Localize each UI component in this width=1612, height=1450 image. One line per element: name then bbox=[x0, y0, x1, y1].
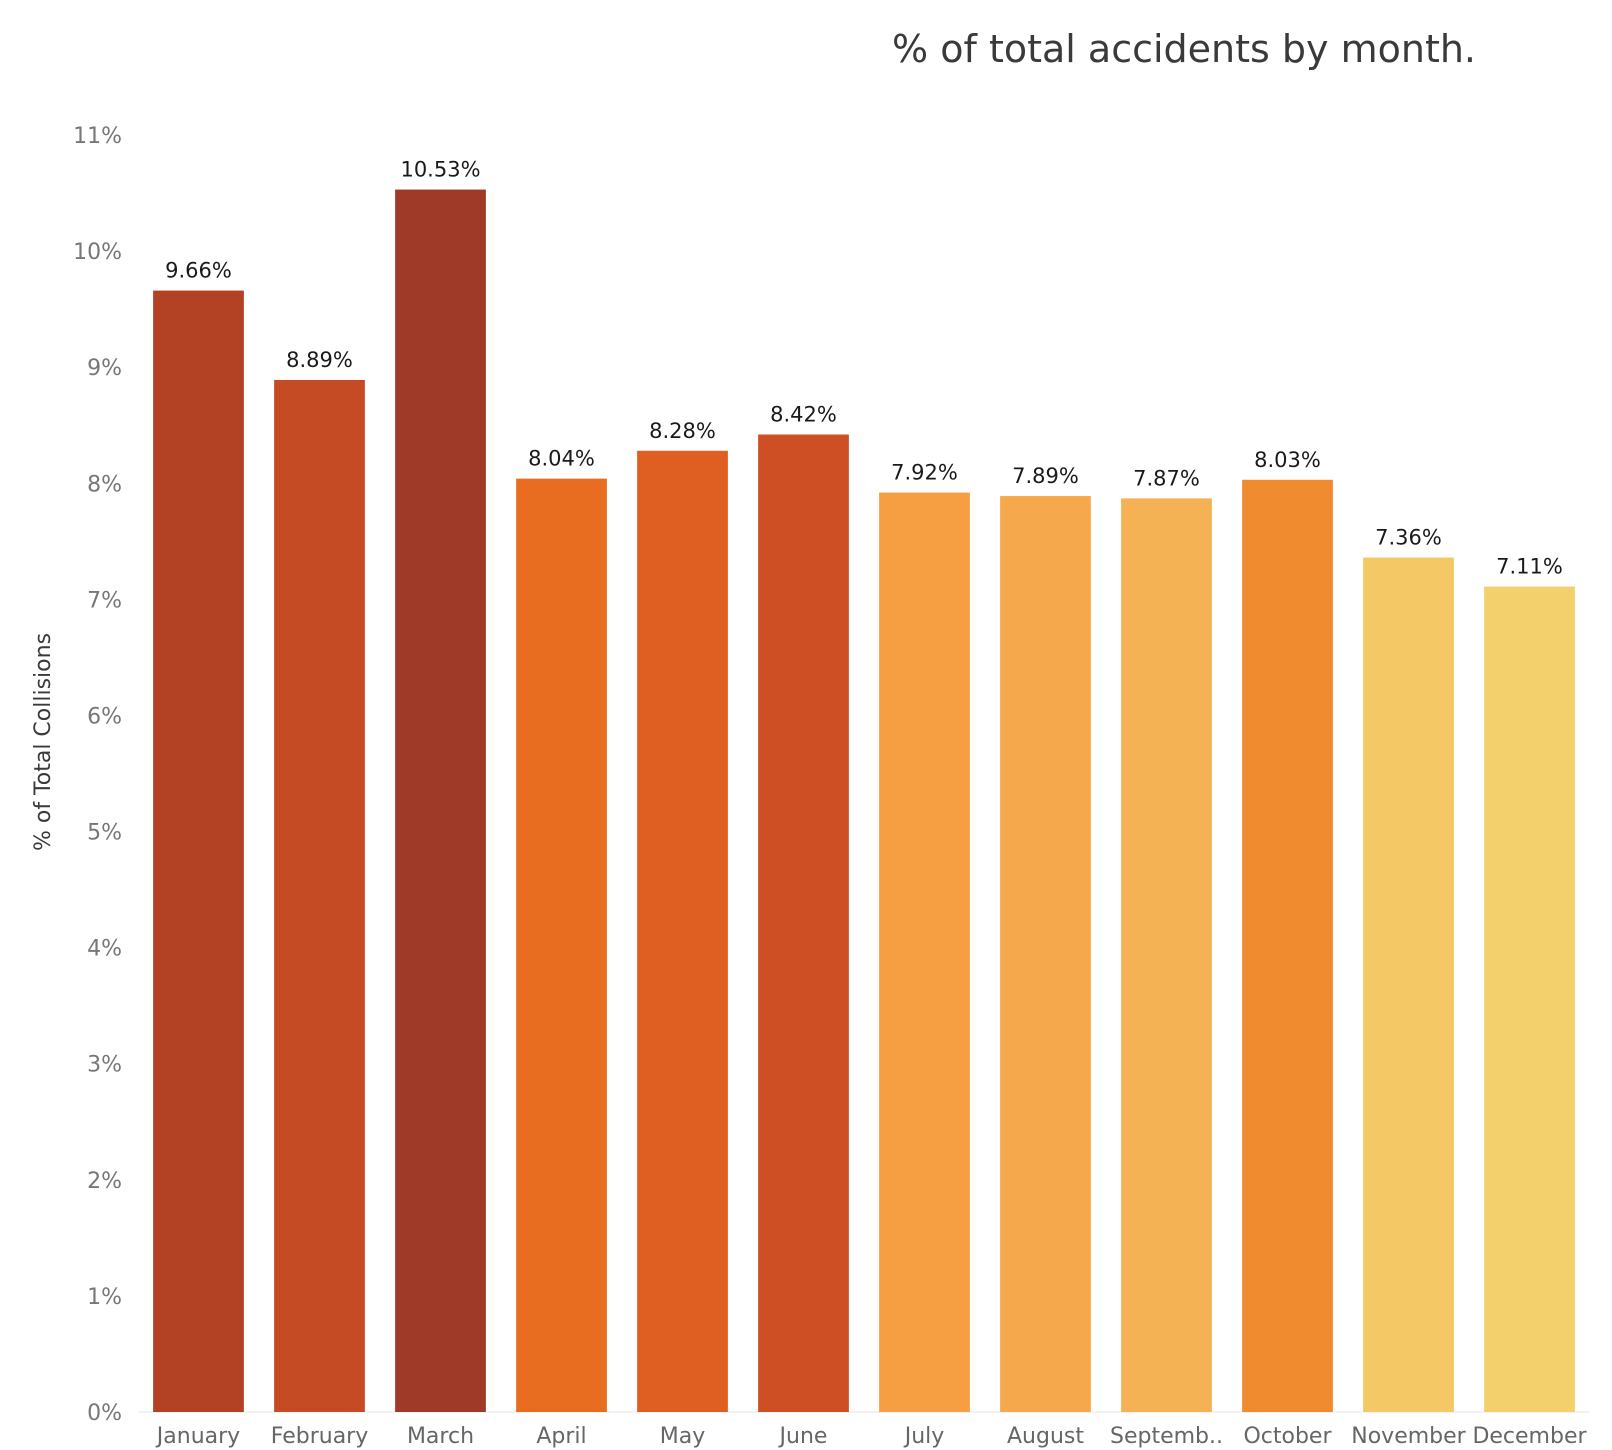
x-tick-label: November bbox=[1351, 1424, 1466, 1449]
x-tick-label: July bbox=[903, 1424, 945, 1449]
x-tick-label: October bbox=[1243, 1424, 1332, 1449]
bar-5 bbox=[758, 434, 849, 1413]
data-label: 7.92% bbox=[891, 461, 958, 485]
y-tick-label: 9% bbox=[87, 356, 122, 381]
x-tick-label: August bbox=[1007, 1424, 1084, 1449]
bars-group bbox=[153, 189, 1575, 1413]
data-label: 8.42% bbox=[770, 403, 837, 427]
bar-9 bbox=[1242, 479, 1333, 1412]
bar-3 bbox=[516, 478, 607, 1412]
bar-10 bbox=[1363, 557, 1454, 1412]
x-tick-label: Septemb.. bbox=[1110, 1424, 1223, 1449]
bar-7 bbox=[1000, 496, 1091, 1412]
data-label: 8.89% bbox=[286, 348, 353, 372]
data-label: 8.28% bbox=[649, 419, 716, 443]
y-tick-label: 4% bbox=[87, 937, 122, 962]
y-axis-label: % of Total Collisions bbox=[31, 633, 56, 851]
x-tick-label: February bbox=[271, 1424, 369, 1449]
data-label: 10.53% bbox=[400, 158, 480, 182]
x-tick-label: May bbox=[660, 1424, 705, 1449]
data-label: 8.04% bbox=[528, 447, 595, 471]
x-tick-label: March bbox=[407, 1424, 474, 1449]
bar-2 bbox=[395, 189, 486, 1412]
bar-0 bbox=[153, 290, 244, 1413]
y-axis-ticks: 0% 1% 2% 3% 4% 5% 6% 7% 8% 9% 10% 11% bbox=[73, 124, 122, 1426]
y-tick-label: 2% bbox=[87, 1169, 122, 1194]
data-label: 7.87% bbox=[1133, 466, 1200, 490]
bar-11 bbox=[1484, 586, 1575, 1412]
y-tick-label: 7% bbox=[87, 588, 122, 613]
data-label: 7.89% bbox=[1012, 464, 1079, 488]
y-tick-label: 6% bbox=[87, 704, 122, 729]
x-axis-ticks: January February March April May June July Augu… bbox=[155, 1424, 1588, 1449]
bar-6 bbox=[879, 492, 970, 1412]
bar-4 bbox=[637, 450, 728, 1412]
chart-title: % of total accidents by month. bbox=[892, 27, 1476, 71]
bar-8 bbox=[1121, 498, 1212, 1413]
data-labels-group: 9.66% 8.89% 10.53% 8.04% 8.28% 8.42% 7.92% 7.89… bbox=[165, 158, 1563, 579]
bar-1 bbox=[274, 379, 365, 1413]
x-tick-label: December bbox=[1472, 1424, 1587, 1449]
x-tick-label: April bbox=[536, 1424, 586, 1449]
y-tick-label: 11% bbox=[73, 124, 122, 149]
x-tick-label: January bbox=[155, 1424, 240, 1449]
data-label: 9.66% bbox=[165, 259, 232, 283]
x-tick-label: June bbox=[778, 1424, 828, 1449]
y-tick-label: 0% bbox=[87, 1401, 122, 1426]
y-tick-label: 5% bbox=[87, 821, 122, 846]
y-tick-label: 3% bbox=[87, 1053, 122, 1078]
y-tick-label: 1% bbox=[87, 1285, 122, 1310]
data-label: 7.36% bbox=[1375, 526, 1442, 550]
y-tick-label: 10% bbox=[73, 240, 122, 265]
data-label: 7.11% bbox=[1496, 555, 1563, 579]
y-tick-label: 8% bbox=[87, 472, 122, 497]
data-label: 8.03% bbox=[1254, 448, 1321, 472]
